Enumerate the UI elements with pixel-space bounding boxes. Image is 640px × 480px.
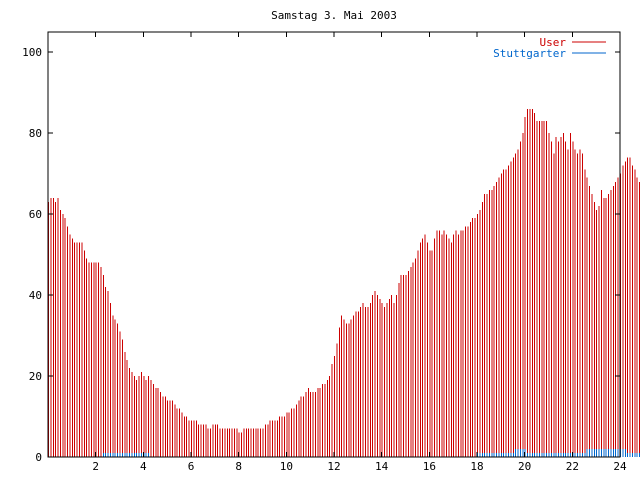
x-tick-label: 24 — [613, 460, 627, 473]
y-tick-label: 20 — [29, 370, 42, 383]
x-tick-label: 22 — [566, 460, 579, 473]
x-tick-label: 2 — [92, 460, 99, 473]
x-tick-label: 8 — [235, 460, 242, 473]
x-tick-label: 4 — [140, 460, 147, 473]
bar-layer — [48, 108, 640, 457]
x-tick-label: 10 — [280, 460, 293, 473]
series-stuttgarter — [102, 448, 640, 457]
x-tick-label: 12 — [327, 460, 340, 473]
x-tick-label: 14 — [375, 460, 389, 473]
series-user — [48, 108, 640, 457]
y-tick-label: 60 — [29, 208, 42, 221]
legend-label: Stuttgarter — [493, 47, 566, 60]
chart-title: Samstag 3. Mai 2003 — [271, 9, 397, 22]
y-tick-label: 0 — [35, 451, 42, 464]
y-tick-label: 100 — [22, 46, 42, 59]
y-tick-label: 80 — [29, 127, 42, 140]
x-tick-label: 6 — [188, 460, 195, 473]
x-tick-label: 18 — [470, 460, 483, 473]
x-tick-label: 20 — [518, 460, 531, 473]
x-tick-label: 16 — [423, 460, 436, 473]
y-tick-label: 40 — [29, 289, 42, 302]
legend-label: User — [540, 36, 567, 49]
